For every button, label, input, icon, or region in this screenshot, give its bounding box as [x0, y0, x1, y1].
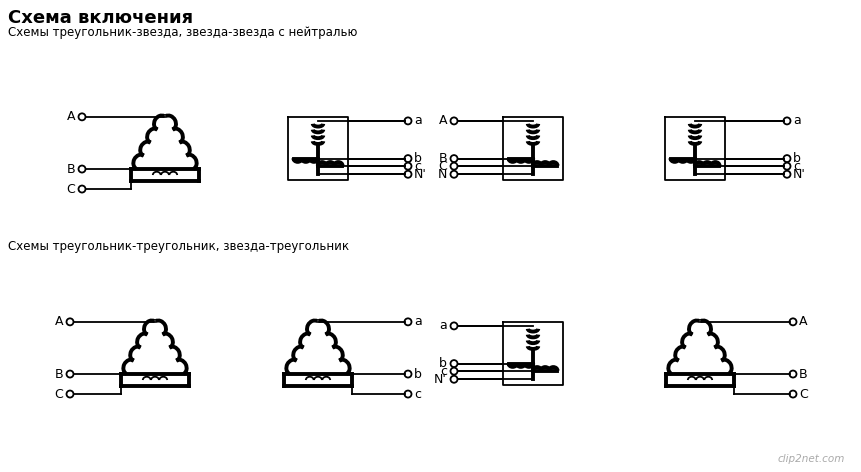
Text: A: A: [799, 315, 808, 329]
Text: c: c: [440, 365, 447, 378]
Text: B: B: [799, 368, 808, 380]
Text: B: B: [54, 368, 63, 380]
Text: c: c: [793, 160, 800, 173]
Text: A: A: [438, 114, 447, 127]
Text: a: a: [439, 320, 447, 332]
Text: Схемы треугольник-треугольник, звезда-треугольник: Схемы треугольник-треугольник, звезда-тр…: [8, 240, 349, 253]
Text: N': N': [434, 373, 447, 386]
Text: clip2net.com: clip2net.com: [777, 454, 845, 464]
Text: c: c: [414, 160, 421, 173]
Text: N': N': [414, 168, 427, 181]
Text: C: C: [66, 183, 75, 195]
Text: N': N': [793, 168, 806, 181]
Text: b: b: [414, 152, 422, 165]
Text: C: C: [54, 388, 63, 401]
Text: A: A: [54, 315, 63, 329]
Text: b: b: [439, 357, 447, 370]
Text: b: b: [793, 152, 801, 165]
Text: a: a: [793, 114, 801, 127]
Text: c: c: [414, 388, 421, 401]
Text: a: a: [414, 315, 422, 329]
Text: Схемы треугольник-звезда, звезда-звезда с нейтралью: Схемы треугольник-звезда, звезда-звезда …: [8, 26, 357, 39]
Text: C: C: [438, 160, 447, 173]
Text: a: a: [414, 114, 422, 127]
Text: C: C: [799, 388, 808, 401]
Text: A: A: [66, 110, 75, 123]
Text: Схема включения: Схема включения: [8, 9, 193, 27]
Text: N: N: [437, 168, 447, 181]
Text: B: B: [66, 162, 75, 176]
Text: B: B: [438, 152, 447, 165]
Text: b: b: [414, 368, 422, 380]
